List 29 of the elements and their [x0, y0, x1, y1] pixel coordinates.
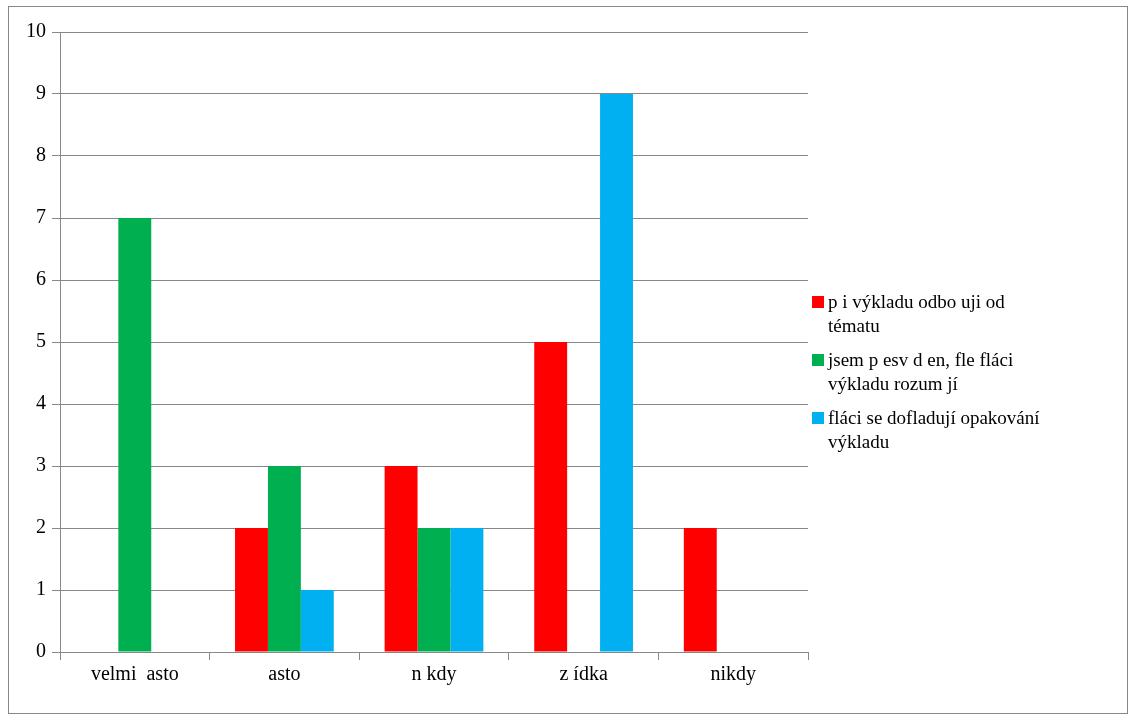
bar [417, 528, 451, 652]
y-tick-label: 0 [36, 639, 46, 662]
y-tick-label: 4 [36, 391, 46, 414]
y-tick-label: 8 [36, 143, 46, 166]
bar [600, 94, 633, 652]
y-tick-label: 9 [36, 81, 46, 104]
bar [534, 342, 568, 652]
x-tick-label: z ídka [559, 662, 608, 685]
x-tick-label: n kdy [411, 662, 457, 686]
bar [235, 528, 268, 652]
bar [267, 466, 301, 652]
legend-label: jsem p esv d en, fle fláci výkladu rozum jí [828, 348, 1015, 396]
bar [118, 218, 152, 652]
legend-label: p i výkladu odbo uji od tématu [828, 290, 1006, 338]
y-tick-label: 3 [36, 453, 46, 476]
legend-label: fláci se dofladují opakování výkladu [828, 406, 1041, 454]
x-tick-label: nikdy [710, 662, 756, 686]
y-tick-label: 6 [36, 267, 46, 290]
y-tick-label: 1 [36, 577, 46, 600]
x-tick-label: velmi asto [90, 662, 179, 685]
bar [300, 590, 334, 652]
y-tick-label: 2 [36, 515, 46, 538]
bar [450, 528, 484, 652]
bar [384, 466, 418, 652]
y-tick-label: 5 [36, 329, 46, 352]
bar [683, 528, 717, 652]
y-tick-label: 10 [26, 19, 46, 42]
x-tick-label: asto [268, 662, 301, 685]
y-tick-label: 7 [36, 205, 46, 228]
